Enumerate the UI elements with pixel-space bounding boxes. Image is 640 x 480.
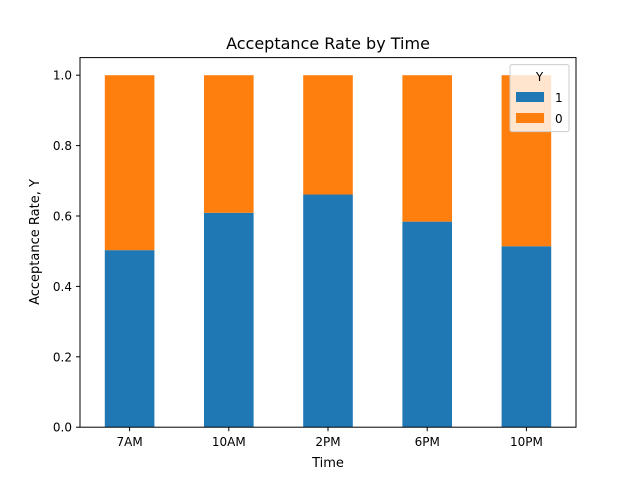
bar-10am-series-0 <box>204 75 254 213</box>
y-axis-ticks: 0.0 0.2 0.4 0.6 0.8 1.0 <box>53 69 80 435</box>
bar-10am-series-1 <box>204 212 254 428</box>
y-tick-label: 0.4 <box>53 280 72 294</box>
legend: Y 1 0 <box>509 64 570 133</box>
y-tick-label: 0.2 <box>53 350 72 364</box>
x-tick-label: 10AM <box>212 435 246 449</box>
bar-7am-series-1 <box>104 250 155 428</box>
legend-label-series-1: 1 <box>555 91 563 105</box>
bar-2pm-series-0 <box>303 75 353 195</box>
x-tick-label: 7AM <box>116 435 142 449</box>
x-tick-label: 10PM <box>510 435 543 449</box>
x-axis-ticks: 7AM 10AM 2PM 6PM 10PM <box>116 427 543 449</box>
bar-10pm-series-1 <box>501 246 552 428</box>
legend-swatch-series-1 <box>516 92 544 102</box>
bar-6pm-series-1 <box>402 221 452 428</box>
legend-label-series-0: 0 <box>555 112 563 126</box>
x-tick-label: 6PM <box>415 435 440 449</box>
y-tick-label: 0.6 <box>53 210 72 224</box>
bar-7am-series-0 <box>104 75 155 251</box>
bars-group <box>104 75 552 428</box>
legend-title: Y <box>535 70 544 84</box>
y-tick-label: 0.0 <box>53 421 72 435</box>
chart-title: Acceptance Rate by Time <box>226 34 430 53</box>
legend-swatch-series-0 <box>516 113 544 123</box>
bar-6pm-series-0 <box>402 75 452 222</box>
x-tick-label: 2PM <box>315 435 340 449</box>
y-tick-label: 1.0 <box>53 69 72 83</box>
bar-2pm-series-1 <box>303 194 353 428</box>
y-tick-label: 0.8 <box>53 139 72 153</box>
x-axis-label: Time <box>311 456 344 471</box>
plot-frame <box>79 57 577 428</box>
y-axis-label: Acceptance Rate, Y <box>28 179 43 305</box>
